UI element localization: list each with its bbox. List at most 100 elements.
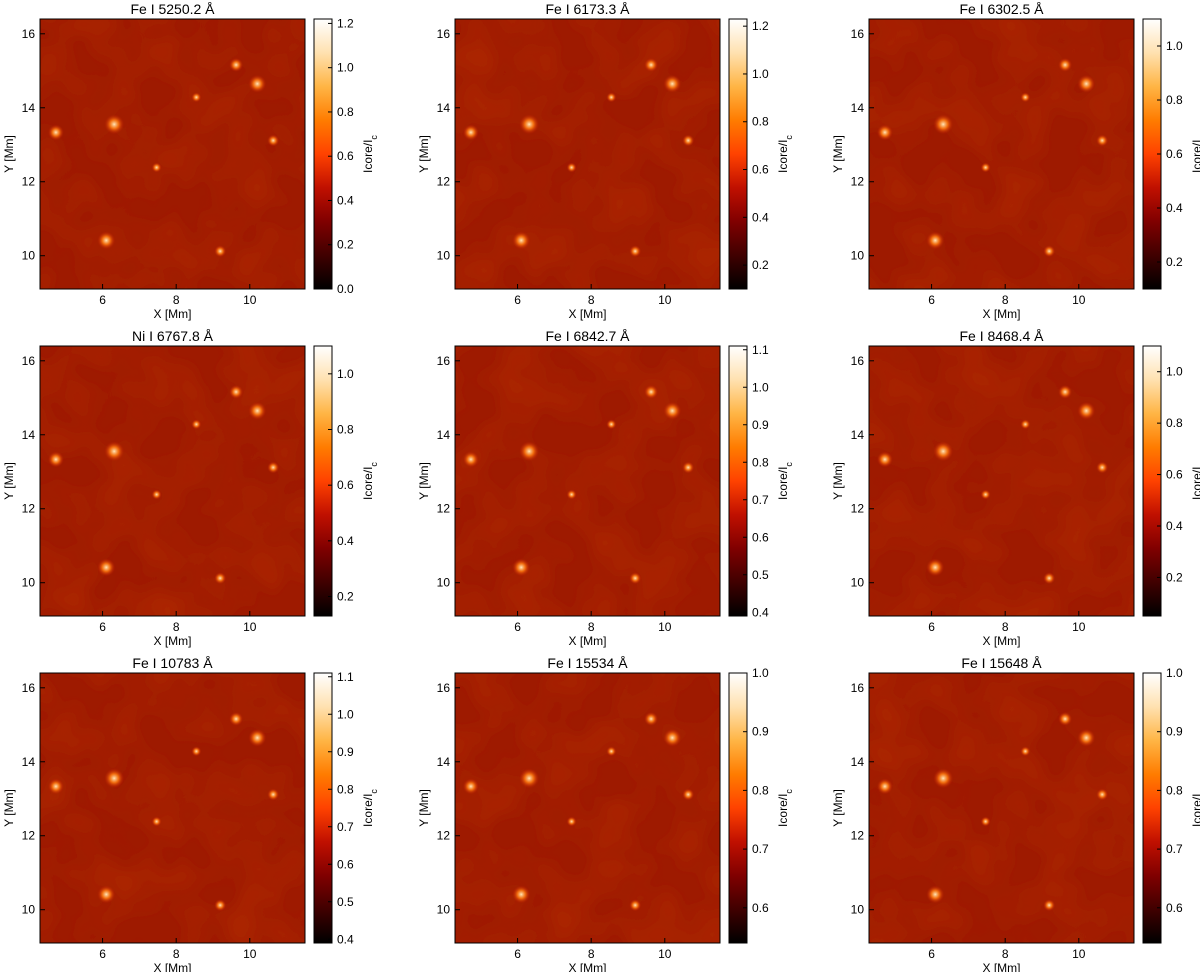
colorbar-tick-label: 1.0 [337, 367, 354, 381]
y-tick-label: 10 [851, 903, 865, 917]
bright-point [1058, 384, 1073, 399]
colorbar-tick-label: 0.2 [1166, 570, 1183, 584]
colorbar-tick-label: 0.0 [337, 282, 354, 296]
colorbar-tick-label: 0.8 [337, 423, 354, 437]
colorbar-label: Icore/Ic [361, 789, 379, 827]
colorbar [728, 18, 748, 290]
colorbar-tick-label: 1.0 [752, 67, 769, 81]
colorbar-tick-label: 0.7 [752, 842, 769, 856]
x-tick-label: 6 [514, 620, 521, 634]
colorbar-label: Icore/Ic [776, 789, 794, 827]
x-axis-label: X [Mm] [154, 634, 192, 648]
axes-frame [868, 672, 1135, 944]
bright-point [1058, 57, 1073, 72]
colorbar-tick-label: 0.8 [337, 105, 354, 119]
granulation-texture [40, 346, 305, 616]
colorbar-tick-label: 0.6 [1166, 468, 1183, 482]
colorbar-tick-label: 1.1 [752, 343, 769, 357]
colorbar [313, 345, 333, 617]
x-tick-label: 8 [588, 293, 595, 307]
x-tick-label: 6 [514, 947, 521, 961]
colorbar-tick-label: 0.4 [1166, 201, 1183, 215]
axes-frame [868, 345, 1135, 617]
bright-point [462, 451, 479, 468]
x-tick-label: 8 [1002, 620, 1009, 634]
y-axis-label: Y [Mm] [417, 462, 431, 500]
colorbar-tick-label: 0.8 [1166, 93, 1183, 107]
y-tick-label: 14 [22, 428, 36, 442]
x-tick-label: 8 [1002, 947, 1009, 961]
colorbar-tick-label: 0.8 [752, 783, 769, 797]
colorbar-tick-label: 0.9 [337, 745, 354, 759]
panel-title: Fe I 6173.3 Å [545, 1, 630, 17]
bright-point [512, 558, 531, 577]
panel-4: Ni I 6767.8 Å 6 8 10 10 12 14 16 X [Mm] Y [Mm] 0.2… [2, 328, 379, 648]
y-axis-label: Y [Mm] [417, 789, 431, 827]
colorbar-tick-label: 0.6 [337, 149, 354, 163]
colorbar-tick-label: 0.6 [1166, 147, 1183, 161]
axes-frame [454, 18, 721, 290]
y-tick-label: 16 [851, 681, 865, 695]
colorbar-tick-label: 0.6 [337, 857, 354, 871]
bright-point [933, 768, 954, 789]
x-tick-label: 10 [658, 947, 672, 961]
panel-5: Fe I 6842.7 Å 6 8 10 10 12 14 16 X [Mm] Y [Mm] 0.4… [417, 328, 794, 648]
bright-point [980, 162, 991, 173]
axes-frame [868, 18, 1135, 290]
y-tick-label: 14 [437, 755, 451, 769]
colorbar-tick-label: 1.0 [1166, 365, 1183, 379]
bright-point [606, 92, 617, 103]
bright-point [682, 134, 695, 147]
bright-point [229, 57, 244, 72]
colorbar-tick-label: 0.6 [752, 901, 769, 915]
bright-point [519, 768, 540, 789]
colorbar-tick-label: 1.0 [337, 707, 354, 721]
panel-2: Fe I 6173.3 Å 6 8 10 10 12 14 16 X [Mm] Y [Mm] 0.2… [417, 1, 794, 321]
bright-point [1020, 419, 1031, 430]
colorbar-tick-label: 0.5 [752, 568, 769, 582]
colorbar-tick-label: 1.0 [1166, 666, 1183, 680]
colorbar-tick-label: 0.7 [752, 493, 769, 507]
colorbar-tick-label: 0.4 [752, 605, 769, 619]
bright-point [933, 114, 954, 135]
bright-point [1020, 92, 1031, 103]
bright-point [926, 558, 945, 577]
panel-title: Fe I 10783 Å [132, 655, 213, 671]
colorbar-tick-label: 0.8 [1166, 416, 1183, 430]
x-tick-label: 8 [588, 947, 595, 961]
bright-point [980, 816, 991, 827]
bright-point [876, 124, 893, 141]
colorbar-tick-label: 0.4 [337, 534, 354, 548]
y-tick-label: 14 [22, 101, 36, 115]
colorbar-tick-label: 0.9 [752, 418, 769, 432]
y-axis-label: Y [Mm] [2, 789, 16, 827]
y-tick-label: 12 [22, 829, 36, 843]
x-axis-label: X [Mm] [983, 634, 1021, 648]
x-tick-label: 8 [1002, 293, 1009, 307]
bright-point [926, 231, 945, 250]
axes-frame [39, 345, 306, 617]
y-tick-label: 12 [851, 175, 865, 189]
x-tick-label: 6 [928, 293, 935, 307]
y-tick-label: 16 [22, 681, 36, 695]
bright-point [229, 711, 244, 726]
colorbar-tick-label: 0.4 [337, 193, 354, 207]
bright-point [462, 124, 479, 141]
panel-9: Fe I 15648 Å 6 8 10 10 12 14 16 X [Mm] Y [Mm] 0.6 0… [831, 655, 1200, 972]
colorbar-tick-label: 0.7 [337, 820, 354, 834]
colorbar-tick-label: 0.6 [1166, 901, 1183, 915]
y-tick-label: 12 [22, 502, 36, 516]
bright-point [191, 419, 202, 430]
bright-point [1077, 74, 1096, 93]
bright-point [151, 489, 162, 500]
axes-frame [39, 672, 306, 944]
granulation-texture [869, 346, 1134, 616]
x-tick-label: 6 [928, 947, 935, 961]
panel-title: Fe I 6302.5 Å [959, 1, 1044, 17]
x-tick-label: 10 [1072, 620, 1086, 634]
bright-point [1043, 572, 1056, 585]
colorbar-tick-label: 0.6 [752, 163, 769, 177]
bright-point [519, 114, 540, 135]
bright-point [47, 124, 64, 141]
